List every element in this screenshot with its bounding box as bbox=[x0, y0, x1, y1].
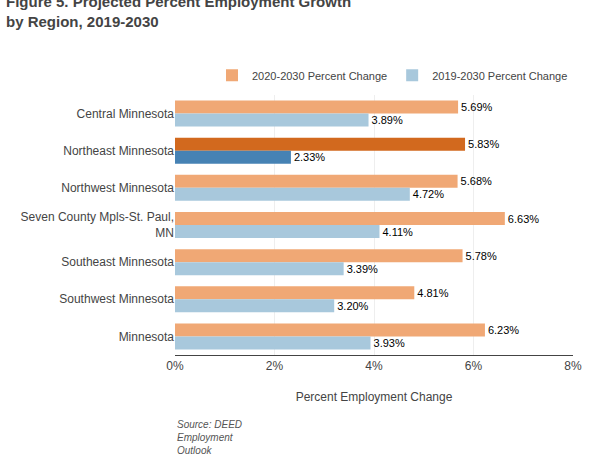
svg-text:Southeast Minnesota: Southeast Minnesota bbox=[61, 255, 174, 269]
svg-text:8%: 8% bbox=[564, 359, 582, 373]
svg-text:Source: DEEDEmploymentOutlook: Source: DEEDEmploymentOutlook bbox=[177, 419, 242, 456]
svg-text:Minnesota: Minnesota bbox=[119, 330, 175, 344]
svg-text:Figure 5. Projected Percent Em: Figure 5. Projected Percent Employment G… bbox=[6, 0, 351, 30]
svg-text:Northwest Minnesota: Northwest Minnesota bbox=[61, 181, 174, 195]
svg-text:3.39%: 3.39% bbox=[347, 263, 378, 275]
svg-text:5.83%: 5.83% bbox=[468, 138, 499, 150]
svg-text:4.81%: 4.81% bbox=[417, 287, 448, 299]
svg-text:5.68%: 5.68% bbox=[461, 175, 492, 187]
svg-text:3.93%: 3.93% bbox=[374, 337, 405, 349]
svg-text:6%: 6% bbox=[465, 359, 483, 373]
svg-text:4.72%: 4.72% bbox=[413, 188, 444, 200]
svg-text:2.33%: 2.33% bbox=[294, 151, 325, 163]
svg-text:5.78%: 5.78% bbox=[466, 250, 497, 262]
svg-text:Southwest Minnesota: Southwest Minnesota bbox=[59, 292, 174, 306]
svg-text:Seven County Mpls-St. Paul,MN: Seven County Mpls-St. Paul,MN bbox=[21, 210, 174, 240]
svg-text:Percent Employment Change: Percent Employment Change bbox=[296, 390, 453, 404]
svg-text:3.89%: 3.89% bbox=[372, 114, 403, 126]
svg-text:2019-2030 Percent Change: 2019-2030 Percent Change bbox=[432, 70, 567, 82]
svg-text:6.23%: 6.23% bbox=[488, 324, 519, 336]
svg-text:6.63%: 6.63% bbox=[508, 213, 539, 225]
svg-text:0%: 0% bbox=[166, 359, 184, 373]
svg-text:5.69%: 5.69% bbox=[461, 101, 492, 113]
svg-text:4%: 4% bbox=[365, 359, 383, 373]
svg-text:2020-2030 Percent Change: 2020-2030 Percent Change bbox=[252, 70, 387, 82]
svg-text:Northeast Minnesota: Northeast Minnesota bbox=[63, 144, 174, 158]
svg-text:3.20%: 3.20% bbox=[337, 300, 368, 312]
svg-text:2%: 2% bbox=[266, 359, 284, 373]
svg-text:4.11%: 4.11% bbox=[382, 226, 413, 238]
svg-text:Central Minnesota: Central Minnesota bbox=[77, 107, 175, 121]
